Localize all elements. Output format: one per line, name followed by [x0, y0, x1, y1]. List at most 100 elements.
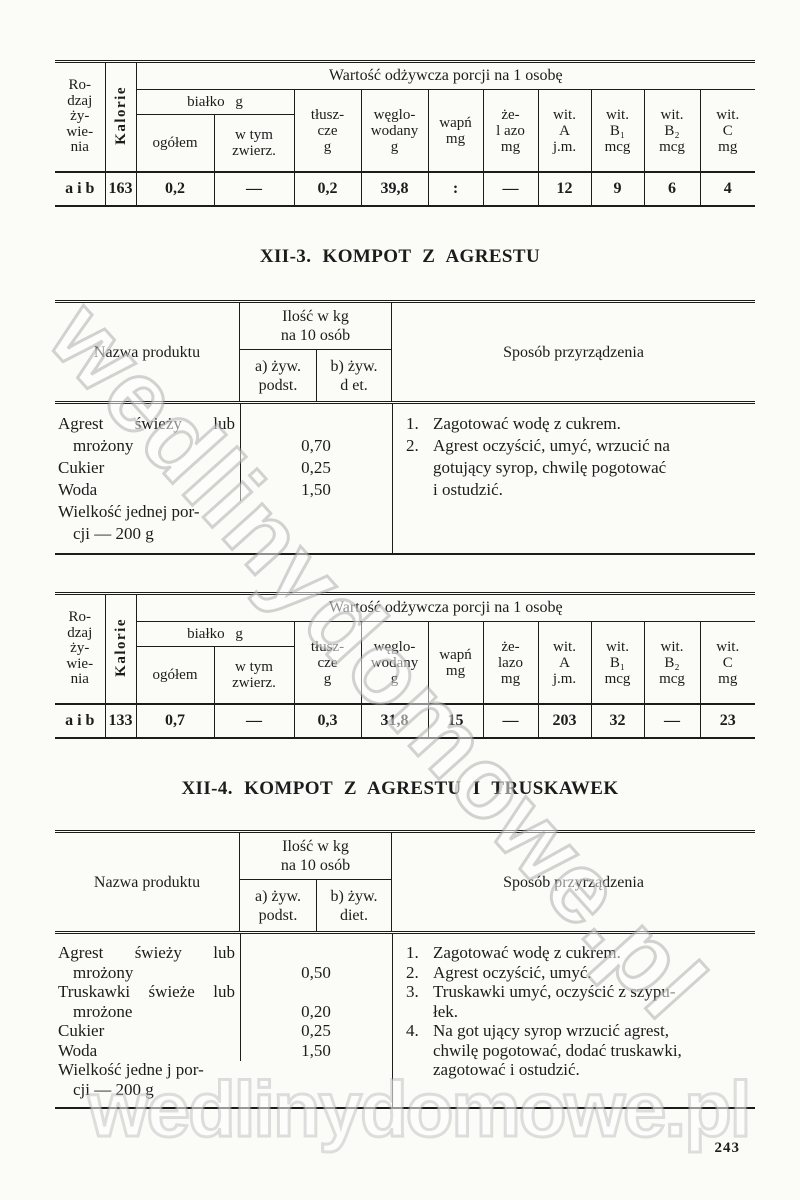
cell-bialko-zwierz: —	[214, 703, 295, 738]
nutrition-table-2: Ro- dzaj ży- wie- nia Kalorie Wartość od…	[55, 592, 756, 739]
header-ilosc-w-kg: Ilość w kg na 10 osób	[240, 833, 392, 880]
column-divider-full	[392, 404, 393, 553]
cell-tluszcze: 0,3	[294, 703, 362, 738]
step-text: Agrest oczyścić, umyć, wrzucić na gotują…	[433, 436, 670, 499]
ingredient-row: Agrest świeży lub	[55, 413, 755, 435]
ingredient-row: cji — 200 g	[55, 523, 755, 545]
recipe-table-body: Agrest świeży lub mrożony 0,50 Truskawki…	[55, 934, 755, 1107]
ingredient-row: mrożony 0,70	[55, 435, 755, 457]
col-header-wit-a: wit. A j.m.	[538, 621, 592, 704]
cell-wit-b1: 9	[591, 171, 645, 206]
cell-wit-c: 23	[700, 703, 756, 738]
cell-weglowodany: 39,8	[361, 171, 429, 206]
col-header-bialko: białko g	[136, 621, 295, 647]
preparation-step: 2. Agrest oczyścić, umyć.	[406, 963, 749, 983]
ingredient-row: Wielkość jednej por-	[55, 501, 755, 523]
preparation-step: 1. Zagotować wodę z cukrem.	[406, 943, 749, 963]
section-title-xii-4: XII-4. KOMPOT Z AGRESTU I TRUSKAWEK	[181, 778, 619, 799]
ingredient-quantity	[240, 523, 392, 545]
step-number: 1.	[406, 414, 419, 433]
col-header-wit-b1: wit. B₁ mcg	[591, 621, 645, 704]
header-zyw-podst: a) żyw. podst.	[240, 880, 317, 931]
step-text: Zagotować wodę z cukrem.	[433, 943, 621, 962]
col-header-wit-b1: wit. B₁ mcg	[591, 89, 645, 172]
ingredient-name: Cukier	[58, 1021, 105, 1040]
nutrition-span-title: Wartość odżywcza porcji na 1 osobę	[136, 593, 756, 622]
cell-bialko-ogolem: 0,7	[136, 703, 215, 738]
ingredient-row: Cukier 0,25	[55, 1021, 755, 1041]
col-header-ogolem: ogółem	[136, 646, 215, 704]
recipe-table-2: Nazwa produktu Ilość w kg na 10 osób a) …	[55, 830, 755, 1109]
ingredient-row: Woda 1,50	[55, 1041, 755, 1061]
cell-bialko-ogolem: 0,2	[136, 171, 215, 206]
kalorie-vertical-label: Kalorie	[112, 617, 129, 677]
col-header-w-tym-zwierz: w tym zwierz.	[214, 646, 295, 704]
col-header-wapn: wapń mg	[428, 89, 484, 172]
preparation-step: 1. Zagotować wodę z cukrem.	[406, 413, 749, 435]
header-ilosc-w-kg: Ilość w kg na 10 osób	[240, 303, 392, 350]
ingredient-quantity: 0,20	[301, 1001, 331, 1021]
nutrition-data-row: a i b 133 0,7 — 0,3 31,8 15 — 203 32 — 2…	[55, 703, 756, 738]
ingredient-quantity	[240, 982, 392, 1002]
col-header-rodzaj-zywienia: Ro- dzaj ży- wie- nia	[55, 61, 106, 172]
header-nazwa-produktu: Nazwa produktu	[55, 833, 240, 931]
header-sposob-przyrzadzenia: Sposób przyrządzenia	[503, 343, 644, 361]
page-number: 243	[714, 1140, 740, 1156]
nutrition-span-title: Wartość odżywcza porcji na 1 osobę	[136, 61, 756, 90]
ingredient-name: Agrest świeży lub	[58, 414, 235, 433]
header-zyw-diet: b) żyw. diet.	[317, 880, 392, 931]
col-header-wit-c: wit. C mg	[716, 106, 740, 155]
recipe-table-1: Nazwa produktu Ilość w kg na 10 osób a) …	[55, 300, 755, 555]
step-number: 2.	[406, 962, 419, 982]
ingredient-row: Woda 1,50	[55, 479, 755, 501]
ingredient-row: mrożone 0,20	[55, 1002, 755, 1022]
cell-weglowodany: 31,8	[361, 703, 429, 738]
col-header-tluszcze: tłusz- cze g	[294, 89, 362, 172]
ingredient-name: Wielkość jednej por-	[58, 502, 200, 521]
cell-wapn: :	[428, 171, 484, 206]
col-header-kalorie: Kalorie	[105, 593, 137, 704]
cell-wit-c: 4	[700, 171, 756, 206]
col-header-wit-c: wit. C mg	[716, 638, 740, 687]
ingredient-row: Cukier 0,25	[55, 457, 755, 479]
recipe-table-header: Nazwa produktu Ilość w kg na 10 osób a) …	[55, 833, 755, 934]
header-nazwa-produktu: Nazwa produktu	[55, 303, 240, 401]
ingredient-name: Woda	[58, 1040, 98, 1060]
header-zyw-podst: a) żyw. podst.	[240, 350, 317, 401]
step-number: 2.	[406, 436, 419, 455]
col-header-bialko: białko g	[136, 89, 295, 115]
cell-zelazo: —	[483, 703, 539, 738]
ingredient-row: Truskawki świeże lub	[55, 982, 755, 1002]
column-divider-partial	[240, 404, 241, 501]
ingredient-quantity	[240, 943, 392, 963]
cell-row-label: a i b	[55, 171, 106, 206]
cell-bialko-zwierz: —	[214, 171, 295, 206]
ingredient-quantity: 0,70	[301, 436, 331, 455]
ingredient-quantity: 0,50	[301, 962, 331, 982]
nutrition-table-1: Ro- dzaj ży- wie- nia Kalorie Wartość od…	[55, 60, 756, 207]
ingredient-name: mrożony	[73, 962, 134, 982]
ingredient-name: cji — 200 g	[73, 524, 154, 543]
ingredient-quantity: 0,25	[301, 1021, 331, 1040]
cell-wit-a: 203	[538, 703, 592, 738]
ingredient-quantity	[240, 501, 392, 523]
preparation-step: 2. Agrest oczyścić, umyć, wrzucić na got…	[406, 435, 749, 501]
preparation-step: 4. Na got ujący syrop wrzucić agrest, ch…	[406, 1021, 749, 1080]
preparation-steps: 1. Zagotować wodę z cukrem. 2. Agrest oc…	[393, 943, 755, 1080]
ingredient-quantity	[240, 413, 392, 435]
ingredient-quantity: 0,25	[301, 458, 331, 477]
ingredient-quantity	[240, 1060, 392, 1080]
step-text: Zagotować wodę z cukrem.	[433, 414, 621, 433]
recipe-table-body: Agrest świeży lub mrożony 0,70 Cukier 0,…	[55, 404, 755, 553]
cell-wit-a: 12	[538, 171, 592, 206]
cell-kalorie: 133	[105, 703, 137, 738]
cell-wit-b1: 32	[591, 703, 645, 738]
step-number: 3.	[406, 982, 419, 1001]
ingredient-name: Wielkość jedne j por-	[58, 1060, 204, 1079]
ingredient-quantity	[240, 1080, 392, 1100]
step-number: 1.	[406, 943, 419, 962]
ingredient-quantity: 1,50	[301, 1040, 331, 1060]
step-number: 4.	[406, 1021, 419, 1040]
col-header-weglowodany: węglo- wodany g	[361, 621, 429, 704]
